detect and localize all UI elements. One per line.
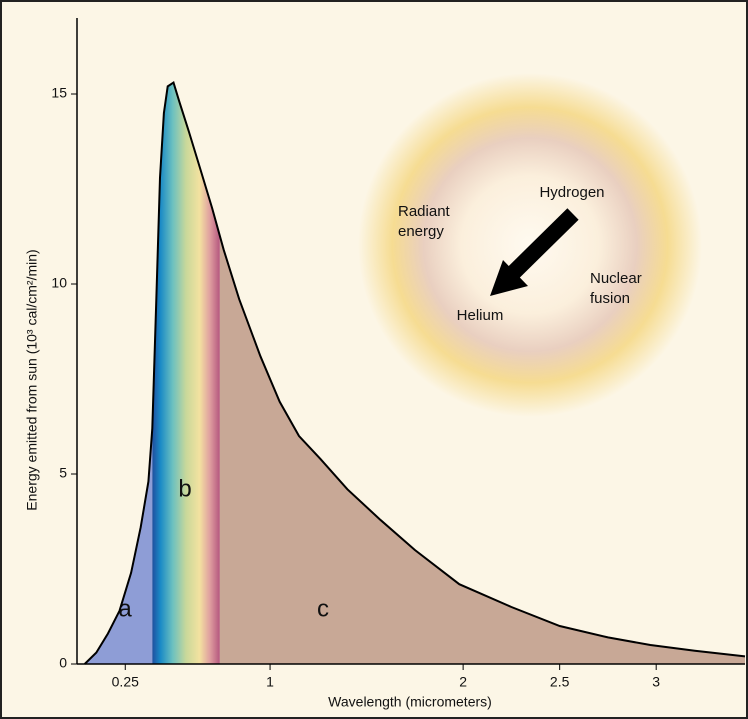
x-tick-label: 3: [652, 674, 660, 690]
y-tick-label: 5: [59, 465, 67, 481]
x-axis-title: Wavelength (micrometers): [328, 694, 492, 710]
arrow: [490, 208, 579, 296]
x-tick-label: 1: [266, 674, 274, 690]
energy-curve: [83, 81, 746, 665]
x-tick-label: 2.5: [550, 674, 570, 690]
y-tick-label: 10: [51, 275, 67, 291]
annotation-line: energy: [398, 223, 444, 240]
y-tick-label: 15: [51, 85, 67, 101]
annotation: Nuclear fusion: [590, 270, 642, 307]
annotation: Radiant energy: [398, 203, 451, 240]
annotation-line: Radiant: [398, 203, 451, 220]
y-tick-label: 0: [59, 655, 67, 671]
annotation: Helium: [457, 307, 504, 324]
x-tick-label: 2: [459, 674, 467, 690]
y-axis-title: Energy emitted from sun (10³ cal/cm²/min…: [24, 249, 40, 510]
sun-glow: [358, 73, 702, 417]
annotation-line: fusion: [590, 290, 630, 307]
annotation: Hydrogen: [539, 184, 604, 201]
x-tick-label: 0.25: [112, 674, 139, 690]
region-label: c: [317, 595, 329, 622]
annotation-line: Hydrogen: [539, 184, 604, 201]
annotation-line: Nuclear: [590, 270, 642, 287]
annotation-line: Helium: [457, 307, 504, 324]
region-label: b: [178, 475, 191, 502]
